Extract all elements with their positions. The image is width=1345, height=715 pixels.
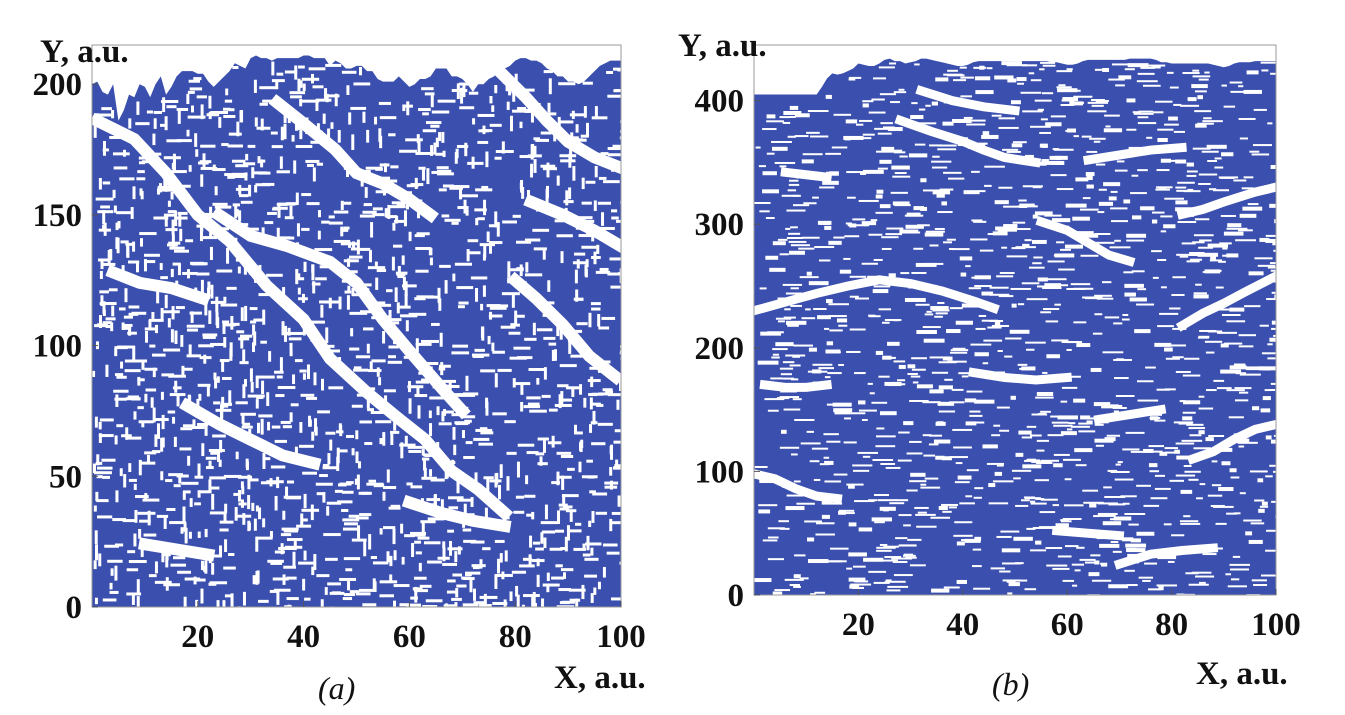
chart-a-y-tick-label: 0 (66, 590, 83, 626)
chart-a-gap-channel-2 (268, 94, 439, 224)
chart-b-y-tick-label: 300 (695, 207, 745, 243)
chart-b-gap-channel-5 (915, 85, 1020, 116)
chart-a-x-tick-label: 20 (181, 619, 214, 655)
chart-b-gap-channel-0 (754, 275, 1000, 316)
chart-b-y-tick-label: 200 (695, 331, 745, 367)
chart-a-gap-channel-5 (179, 397, 322, 471)
chart-a-gap-channel-9 (523, 194, 621, 254)
chart-b-canvas: 20 40 60 80 100 0 100 200 300 400 (695, 44, 1301, 643)
chart-a-frame (91, 44, 622, 608)
chart-a-canvas: 20 40 60 80 100 0 50 100 150 200 (33, 44, 646, 655)
chart-panel-b: 20 40 60 80 100 0 100 200 300 400 Y, a.u. X, a.u.… (672, 0, 1345, 715)
chart-b-frame (753, 44, 1277, 596)
chart-a-x-tick-label: 40 (287, 619, 320, 655)
chart-b-gap-channel-14 (1093, 404, 1167, 425)
chart-b-y-tick-label: 0 (728, 578, 745, 614)
chart-a-y-tick-label: 150 (33, 198, 83, 234)
chart-b-pattern (754, 58, 1276, 595)
chart-b-x-axis-title: X, a.u. (1196, 656, 1288, 692)
chart-b-x-tick-label: 80 (1155, 607, 1188, 643)
chart-a-x-tick-label: 80 (499, 619, 532, 655)
chart-b-y-tick-label: 100 (695, 454, 745, 490)
chart-b-x-tick-label: 20 (842, 607, 875, 643)
chart-a-x-tick-label: 100 (596, 619, 646, 655)
chart-a-gap-channel-7 (138, 537, 216, 562)
chart-b-caption: (b) (992, 666, 1030, 702)
chart-a-texture (92, 61, 621, 607)
chart-b-gap-channel-3 (1175, 271, 1276, 332)
chart-b-gap-channel-8 (1051, 525, 1125, 541)
chart-b-x-tick-label: 100 (1251, 607, 1301, 643)
chart-a-y-axis-title: Y, a.u. (40, 34, 129, 70)
chart-a-y-tick-label: 200 (33, 67, 83, 103)
chart-b-y-axis-title: Y, a.u. (678, 28, 767, 64)
chart-a-y-tick-label: 50 (49, 459, 82, 495)
chart-a-gap-channel-6 (401, 494, 512, 533)
chart-a-y-tick-label: 100 (33, 329, 83, 365)
chart-b-filled-region (754, 58, 1276, 595)
chart-b-x-tick-label: 40 (946, 607, 979, 643)
chart-b-gap-channel-4 (754, 469, 843, 504)
chart-b-gap-channel-11 (968, 367, 1073, 385)
chart-a-pattern (92, 55, 621, 607)
chart-b-gap-channel-9 (1113, 543, 1219, 570)
chart-b-gap-channel-6 (1176, 182, 1276, 220)
chart-a-x-axis-title: X, a.u. (554, 660, 646, 696)
chart-a-caption: (a) (318, 670, 356, 706)
chart-a-filled-region (92, 55, 621, 607)
chart-b-gap-channel-7 (759, 379, 833, 392)
chart-a-x-tick-label: 60 (393, 619, 426, 655)
chart-b-texture (754, 61, 1276, 595)
chart-b-x-tick-label: 60 (1051, 607, 1084, 643)
chart-b-y-tick-label: 400 (695, 84, 745, 120)
chart-a-gap-channel-1 (210, 206, 471, 420)
chart-panel-a: 20 40 60 80 100 0 50 100 150 200 Y, a.u. X, a.u. … (0, 0, 672, 715)
